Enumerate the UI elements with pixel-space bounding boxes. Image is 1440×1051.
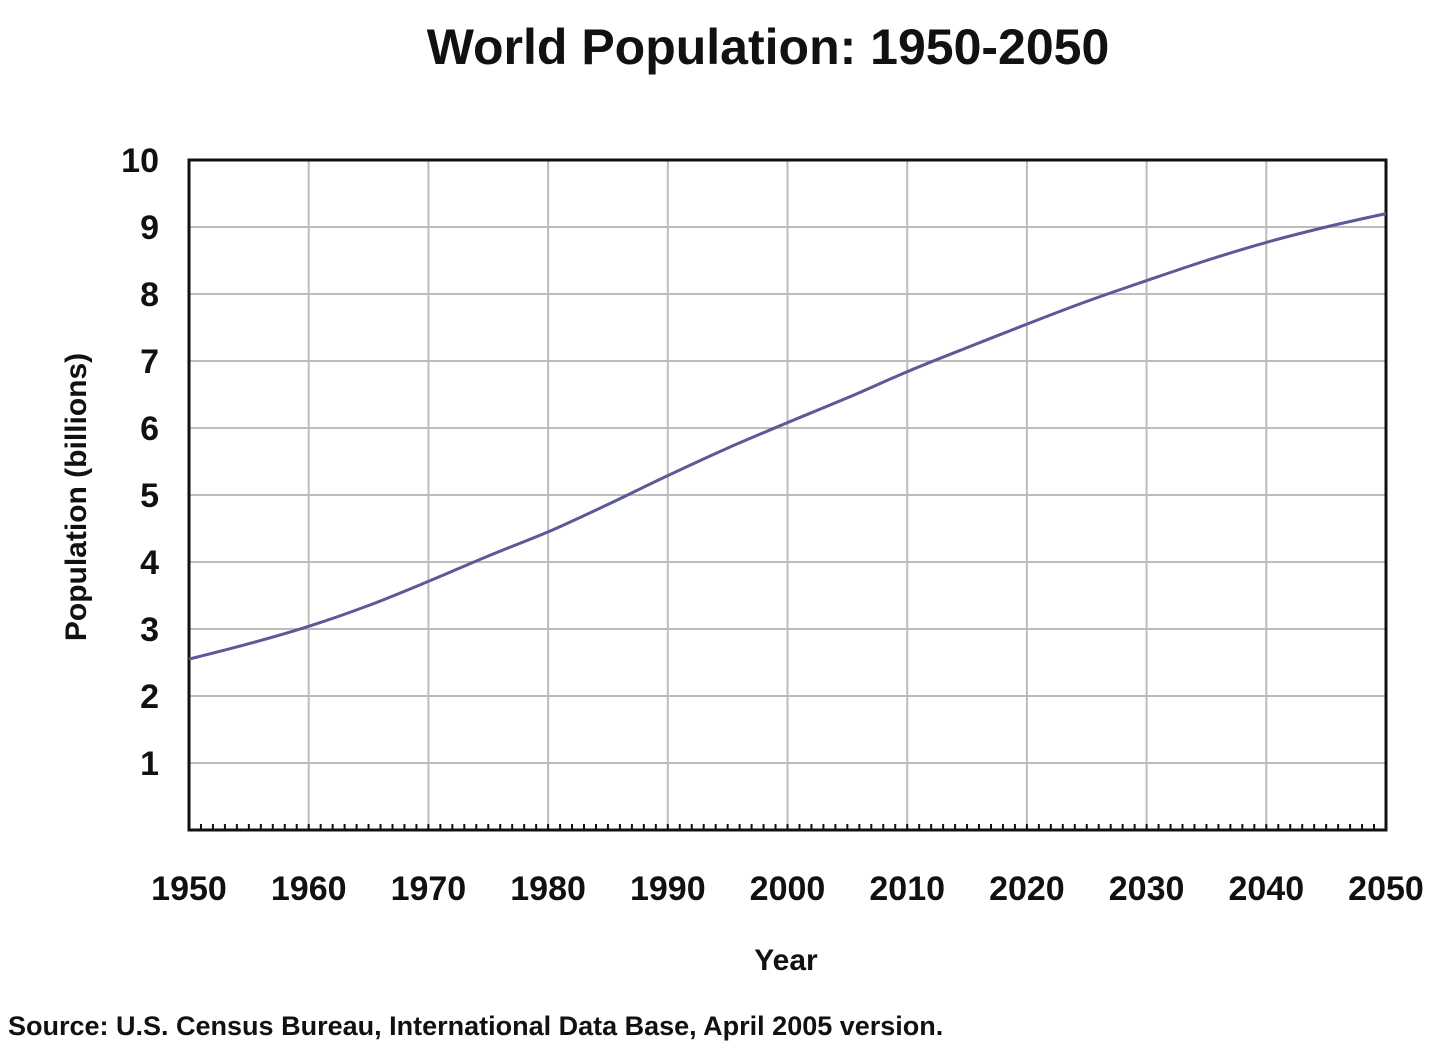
y-tick-label-7: 7 bbox=[140, 343, 159, 381]
y-tick-label-5: 5 bbox=[140, 477, 159, 515]
y-axis-label: Population (billions) bbox=[60, 353, 93, 641]
y-tick-label-8: 8 bbox=[140, 276, 159, 314]
x-tick-label-2020: 2020 bbox=[989, 870, 1065, 908]
y-tick-label-10: 10 bbox=[121, 142, 159, 180]
y-tick-label-4: 4 bbox=[140, 544, 159, 582]
y-tick-label-2: 2 bbox=[140, 678, 159, 716]
source-note: Source: U.S. Census Bureau, Internationa… bbox=[8, 1011, 943, 1041]
series-layer bbox=[188, 212, 1387, 661]
y-tick-label-1: 1 bbox=[140, 745, 159, 783]
x-tick-label-2010: 2010 bbox=[869, 870, 945, 908]
series-line-population bbox=[188, 212, 1387, 661]
x-tick-label-2000: 2000 bbox=[750, 870, 826, 908]
grid-lines bbox=[189, 160, 1386, 830]
x-tick-label-1970: 1970 bbox=[391, 870, 467, 908]
x-tick-label-1980: 1980 bbox=[510, 870, 586, 908]
x-tick-label-2040: 2040 bbox=[1228, 870, 1304, 908]
y-tick-label-9: 9 bbox=[140, 209, 159, 247]
x-tick-label-1950: 1950 bbox=[151, 870, 227, 908]
x-tick-label-1990: 1990 bbox=[630, 870, 706, 908]
y-tick-labels: 1 2 3 4 5 6 7 8 9 10 bbox=[121, 142, 159, 783]
x-tick-label-2050: 2050 bbox=[1348, 870, 1424, 908]
x-axis-label: Year bbox=[754, 944, 818, 977]
plot-frame bbox=[187, 158, 1388, 832]
x-tick-labels: 1950 1960 1970 1980 1990 2000 2010 2020 2030 2040… bbox=[151, 870, 1424, 908]
chart-title: World Population: 1950-2050 bbox=[427, 19, 1110, 75]
y-tick-label-3: 3 bbox=[140, 611, 159, 649]
x-tick-label-1960: 1960 bbox=[271, 870, 347, 908]
x-tick-label-2030: 2030 bbox=[1109, 870, 1185, 908]
y-tick-label-6: 6 bbox=[140, 410, 159, 448]
